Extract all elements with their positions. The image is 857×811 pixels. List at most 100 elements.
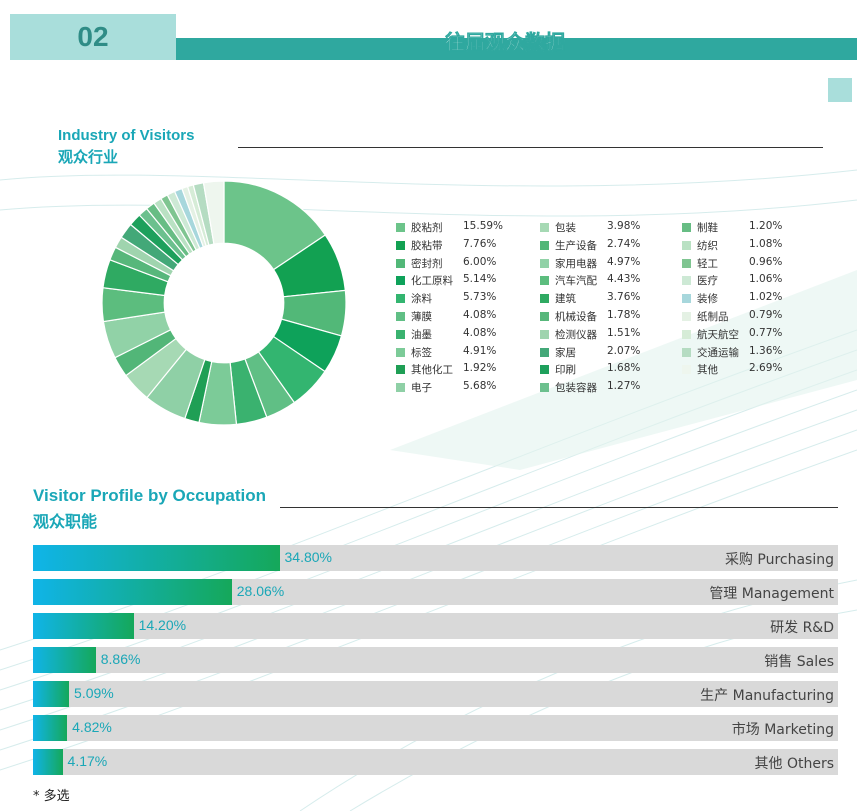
legend-swatch <box>396 365 405 375</box>
bar-category-label: 采购 Purchasing <box>724 552 834 568</box>
bar-fill <box>33 647 96 673</box>
legend-label: 薄膜 <box>411 311 432 323</box>
legend-swatch <box>540 240 549 250</box>
legend-swatch <box>396 276 405 286</box>
legend-value: 6.00% <box>463 255 497 268</box>
legend-value: 1.51% <box>607 326 641 339</box>
legend-value: 5.68% <box>463 380 497 393</box>
legend-swatch <box>682 240 691 250</box>
legend-value: 0.77% <box>749 326 783 339</box>
legend-swatch <box>396 223 405 232</box>
bar-category-label: 生产 Manufacturing <box>700 688 834 704</box>
legend-value: 4.91% <box>463 344 497 357</box>
bar-fill <box>33 715 68 741</box>
bar-value-label: 28.06% <box>236 583 285 599</box>
legend-value: 15.59% <box>463 220 504 232</box>
bar-category-label: 销售 Sales <box>764 654 834 670</box>
legend-value: 4.08% <box>463 326 497 339</box>
legend-swatch <box>396 329 405 339</box>
legend-swatch <box>540 329 549 339</box>
legend-value: 4.08% <box>463 309 497 321</box>
legend-label: 汽车汽配 <box>555 275 597 288</box>
legend-swatch <box>396 383 405 393</box>
industry-title-en: Industry of Visitors <box>58 127 195 144</box>
legend-label: 胶粘带 <box>411 239 443 252</box>
bar-fill <box>33 579 232 605</box>
legend-value: 7.76% <box>463 237 497 250</box>
donut-slice <box>202 180 225 245</box>
legend-value: 1.36% <box>749 344 783 357</box>
legend-swatch <box>682 329 691 339</box>
legend-label: 其他化工 <box>411 364 453 377</box>
header-bar <box>176 38 857 60</box>
legend-label: 印刷 <box>555 364 576 377</box>
bar-value-label: 14.20% <box>138 617 187 633</box>
legend-swatch <box>540 312 549 321</box>
footnote: * 多选 <box>33 789 70 804</box>
legend-label: 纺织 <box>697 239 718 252</box>
bar-value-label: 4.82% <box>72 719 112 735</box>
legend-value: 1.02% <box>749 291 783 304</box>
bar-track: 4.82% 市场 Marketing <box>33 715 838 741</box>
legend-swatch <box>682 347 691 357</box>
legend-value: 1.78% <box>607 309 641 321</box>
legend-value: 5.14% <box>463 273 497 286</box>
legend-value: 0.96% <box>749 255 783 268</box>
legend-swatch <box>540 258 549 268</box>
legend-value: 3.76% <box>607 291 641 304</box>
legend-label: 轻工 <box>697 257 718 270</box>
bar-track: 5.09% 生产 Manufacturing <box>33 681 838 707</box>
industry-donut-chart <box>101 180 347 426</box>
bar-category-label: 研发 R&D <box>770 620 834 636</box>
bar-fill <box>33 545 280 571</box>
legend-value: 1.08% <box>749 237 783 250</box>
legend-label: 装修 <box>697 293 718 306</box>
legend-swatch <box>540 347 549 357</box>
legend-label: 检测仪器 <box>555 328 597 341</box>
legend-swatch <box>682 365 691 375</box>
legend-label: 油墨 <box>411 328 432 341</box>
legend-value: 2.07% <box>607 344 641 357</box>
legend-value: 1.92% <box>463 362 497 375</box>
section-number: 02 <box>10 14 176 60</box>
occupation-title-zh: 观众职能 <box>33 512 98 531</box>
bar-value-label: 5.09% <box>74 685 114 701</box>
legend-value: 3.98% <box>607 220 641 232</box>
occupation-divider <box>280 507 838 508</box>
legend-label: 胶粘剂 <box>411 222 443 234</box>
bar-category-label: 其他 Others <box>754 756 835 772</box>
legend-swatch <box>540 223 549 232</box>
legend-label: 包装容器 <box>555 382 597 395</box>
legend-label: 生产设备 <box>555 239 597 252</box>
bar-track: 4.17% 其他 Others <box>33 749 838 775</box>
legend-label: 建筑 <box>555 293 576 306</box>
bar-track: 14.20% 研发 R&D <box>33 613 838 639</box>
legend-label: 医疗 <box>697 275 718 288</box>
bar-category-label: 管理 Management <box>709 586 834 602</box>
legend-swatch <box>540 383 549 393</box>
legend-value: 5.73% <box>463 291 497 304</box>
legend-swatch <box>682 258 691 268</box>
legend-value: 4.43% <box>607 273 641 286</box>
legend-swatch <box>682 312 691 321</box>
legend-swatch <box>682 294 691 304</box>
bar-fill <box>33 613 134 639</box>
legend-value: 4.97% <box>607 255 641 268</box>
legend-swatch <box>540 365 549 375</box>
legend-label: 家用电器 <box>555 257 597 270</box>
industry-title-zh: 观众行业 <box>58 148 119 166</box>
bar-track: 8.86% 销售 Sales <box>33 647 838 673</box>
legend-swatch <box>540 294 549 304</box>
bar-value-label: 8.86% <box>100 651 141 667</box>
legend-swatch <box>396 258 405 268</box>
legend-swatch <box>396 294 405 304</box>
legend-swatch <box>682 223 691 232</box>
bar-track: 34.80% 采购 Purchasing <box>33 545 838 571</box>
legend-value: 2.74% <box>607 237 641 250</box>
legend-swatch <box>396 240 405 250</box>
legend-label: 其他 <box>697 364 718 377</box>
legend-label: 交通运输 <box>697 346 739 359</box>
legend-value: 2.69% <box>749 362 783 375</box>
industry-divider <box>238 147 823 148</box>
legend-label: 制鞋 <box>697 222 718 234</box>
